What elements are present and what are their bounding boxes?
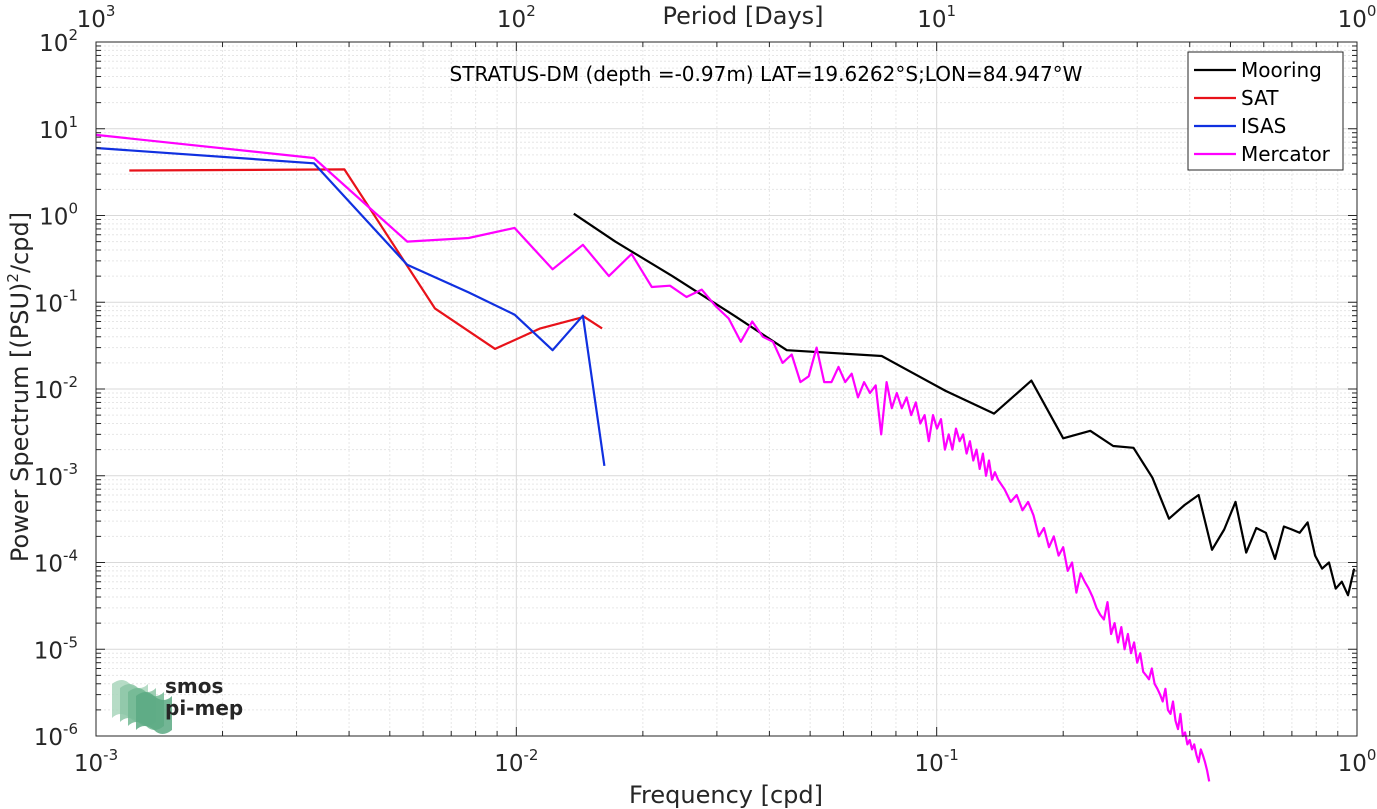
y-tick-label-exp: -3 bbox=[63, 460, 78, 478]
y-tick-label: 102 bbox=[39, 26, 78, 57]
x-tick-label-base: 10 bbox=[1338, 751, 1367, 777]
y-tick-label-exp: 1 bbox=[68, 113, 78, 131]
y-tick-label-exp: -5 bbox=[63, 633, 78, 651]
x-tick-label-base: 10 bbox=[74, 751, 103, 777]
chart-title: STRATUS-DM (depth =-0.97m) LAT=19.6262°S… bbox=[450, 62, 1083, 86]
logo-text-smos: smos bbox=[165, 674, 223, 698]
top-tick-label: 100 bbox=[1338, 2, 1377, 33]
x-tick-label: 10-3 bbox=[74, 746, 118, 777]
series-line-sat bbox=[129, 168, 603, 350]
y-tick-label-base: 10 bbox=[34, 465, 63, 491]
legend-label-mercator: Mercator bbox=[1241, 142, 1331, 166]
top-tick-label-base: 10 bbox=[497, 7, 526, 33]
axis-ticks bbox=[95, 41, 1358, 737]
legend-label-sat: SAT bbox=[1241, 86, 1279, 110]
top-tick-label: 103 bbox=[77, 2, 116, 33]
logo-layer-shape bbox=[136, 692, 172, 734]
y-tick-label-base: 10 bbox=[34, 291, 63, 317]
x-tick-label: 10-1 bbox=[915, 746, 959, 777]
top-tick-label-base: 10 bbox=[917, 7, 946, 33]
x-tick-label: 10-2 bbox=[494, 746, 538, 777]
y-tick-label: 10-1 bbox=[34, 286, 78, 317]
x-tick-label-base: 10 bbox=[915, 751, 944, 777]
series-line-mooring bbox=[573, 212, 1356, 597]
top-tick-label-exp: 3 bbox=[106, 2, 116, 20]
logo-text-pi-mep: pi-mep bbox=[165, 696, 243, 720]
y-tick-label: 10-4 bbox=[34, 547, 78, 578]
y-axis-label-tail: /cpd] bbox=[6, 212, 34, 273]
top-tick-label-exp: 0 bbox=[1367, 2, 1377, 20]
y-axis-label-sup: 2 bbox=[4, 273, 22, 283]
y-tick-label-base: 10 bbox=[34, 638, 63, 664]
x-tick-label-exp: 0 bbox=[1367, 746, 1377, 764]
y-tick-label: 10-6 bbox=[34, 720, 78, 751]
y-tick-label-exp: -2 bbox=[63, 373, 78, 391]
y-tick-label: 10-3 bbox=[34, 460, 78, 491]
y-tick-label: 100 bbox=[39, 200, 78, 231]
legend-label-isas: ISAS bbox=[1241, 114, 1286, 138]
y-tick-label-exp: 0 bbox=[68, 200, 78, 218]
y-axis-label: Power Spectrum [(PSU)2/cpd] bbox=[4, 212, 34, 562]
y-tick-label-exp: -1 bbox=[63, 286, 78, 304]
y-axis-label-main: Power Spectrum [(PSU) bbox=[6, 283, 34, 562]
y-tick-label: 10-2 bbox=[34, 373, 78, 404]
y-tick-label: 101 bbox=[39, 113, 78, 144]
y-tick-label-exp: 2 bbox=[68, 26, 78, 44]
legend: Mooring SAT ISAS Mercator bbox=[1187, 51, 1344, 171]
top-tick-label-exp: 1 bbox=[947, 2, 957, 20]
y-tick-label-base: 10 bbox=[39, 118, 68, 144]
series-line-mercator bbox=[95, 133, 1211, 782]
top-tick-label-exp: 2 bbox=[526, 2, 536, 20]
x-tick-label-exp: -3 bbox=[103, 746, 118, 764]
y-tick-label-base: 10 bbox=[39, 31, 68, 57]
legend-box bbox=[1187, 51, 1344, 171]
x-tick-label-exp: -2 bbox=[523, 746, 538, 764]
y-tick-label-exp: -6 bbox=[63, 720, 78, 738]
x-tick-label-exp: -1 bbox=[944, 746, 959, 764]
y-tick-label: 10-5 bbox=[34, 633, 78, 664]
series-lines bbox=[95, 133, 1356, 782]
top-tick-label: 101 bbox=[917, 2, 956, 33]
y-tick-label-exp: -4 bbox=[63, 547, 78, 565]
y-tick-label-base: 10 bbox=[39, 205, 68, 231]
x-axis-label: Frequency [cpd] bbox=[629, 781, 823, 809]
top-tick-label-base: 10 bbox=[77, 7, 106, 33]
y-tick-label-base: 10 bbox=[34, 725, 63, 751]
y-tick-label-base: 10 bbox=[34, 378, 63, 404]
series-line-isas bbox=[95, 146, 606, 467]
y-tick-label-base: 10 bbox=[34, 552, 63, 578]
top-axis-label: Period [Days] bbox=[662, 2, 823, 30]
legend-label-mooring: Mooring bbox=[1241, 58, 1322, 82]
x-tick-label: 100 bbox=[1338, 746, 1377, 777]
top-tick-label: 102 bbox=[497, 2, 536, 33]
top-tick-label-base: 10 bbox=[1338, 7, 1367, 33]
x-tick-label-base: 10 bbox=[494, 751, 523, 777]
